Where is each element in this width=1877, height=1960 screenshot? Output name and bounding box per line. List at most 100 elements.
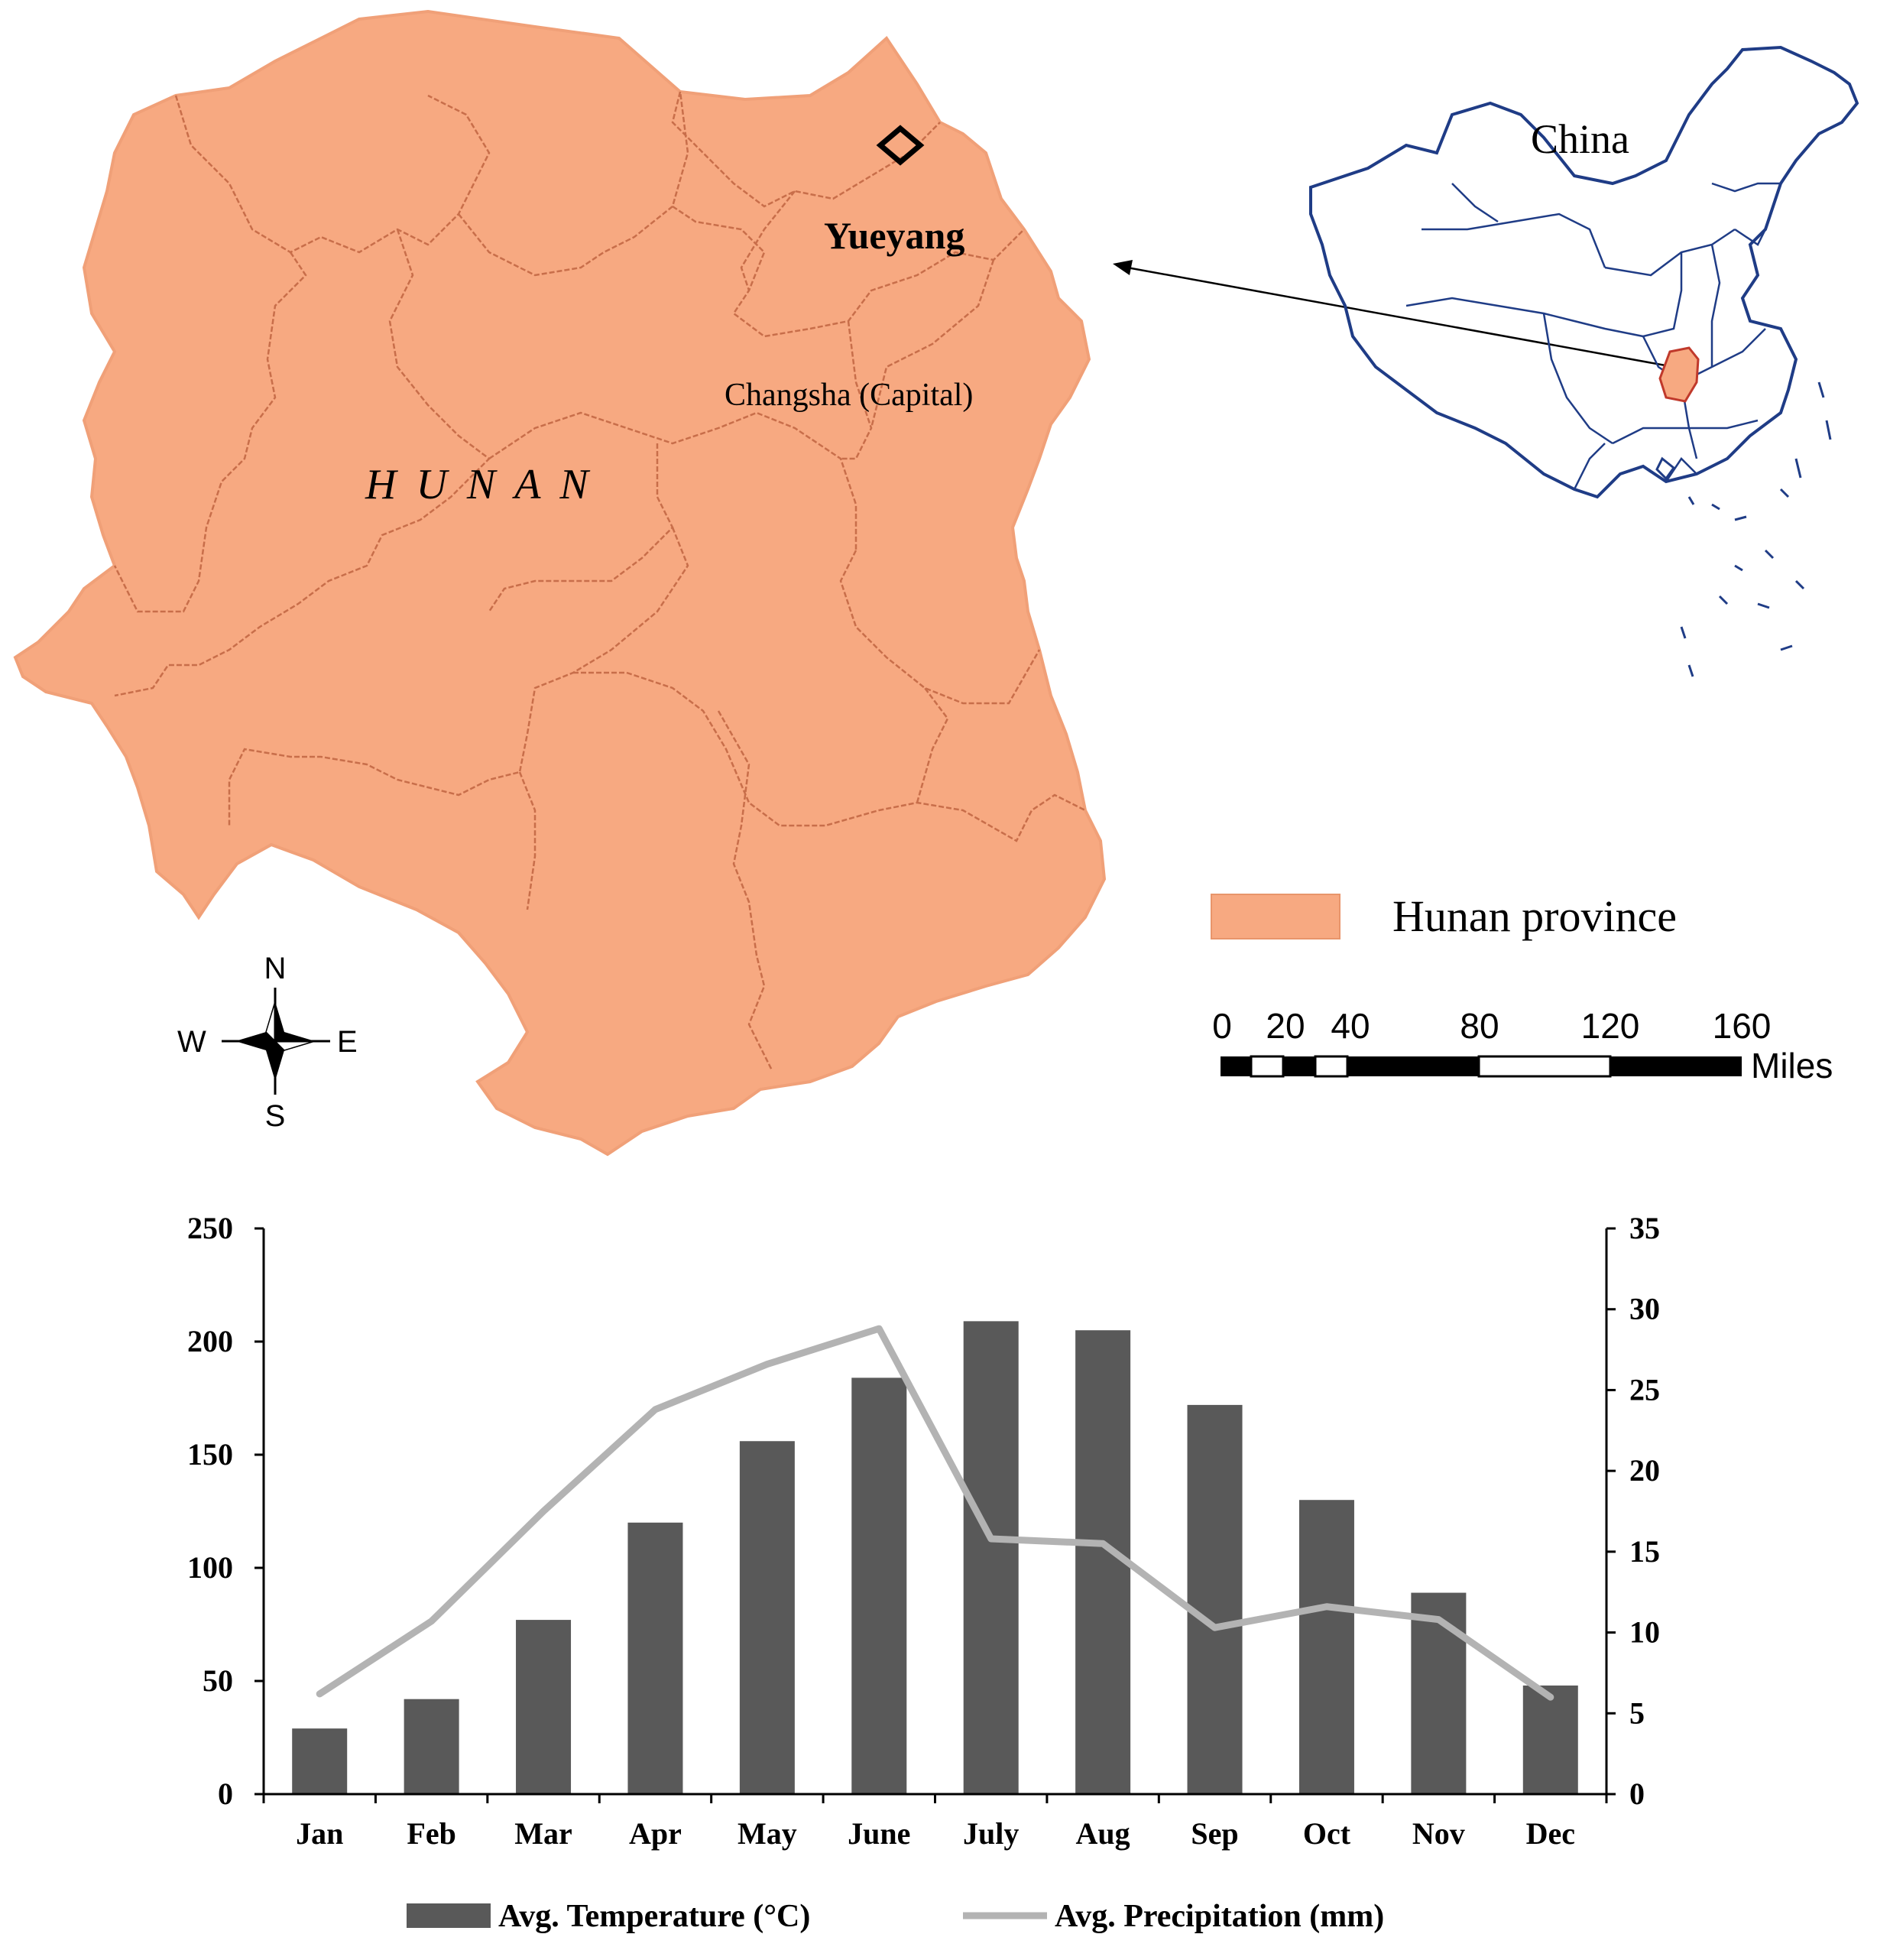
x-tick-label-july: July [963, 1816, 1019, 1851]
temperature-bar-feb [404, 1699, 459, 1794]
x-tick-label-june: June [848, 1816, 910, 1851]
x-tick-label-may: May [738, 1816, 797, 1851]
right-tick-label: 15 [1629, 1534, 1660, 1569]
locator-arrow [1113, 260, 1674, 368]
right-tick-label: 0 [1629, 1777, 1645, 1811]
left-tick-label: 250 [187, 1211, 233, 1245]
scale-tick-0: 0 [1212, 1006, 1232, 1046]
province-border [1612, 419, 1759, 445]
compass-east: E [337, 1025, 358, 1059]
temperature-bar-mar [516, 1620, 572, 1794]
prefecture-border [174, 94, 491, 254]
province-border [1665, 457, 1697, 482]
x-tick-label-aug: Aug [1076, 1816, 1130, 1851]
prefecture-border [518, 771, 537, 910]
map-legend: Hunan province [1211, 891, 1677, 941]
chart-line-layer [316, 1325, 1554, 1701]
hunan-map: Yueyang Changsha (Capital) H U N A N [13, 9, 1107, 1157]
legend-swatch-hunan [1211, 894, 1340, 939]
temperature-bar-dec [1522, 1685, 1578, 1794]
prefecture-border [228, 527, 689, 826]
hunan-label: H U N A N [365, 461, 593, 508]
climate-chart: 0 50 100 150 200 250 0 5 10 15 20 25 30 35 Jan Feb Mar Ap… [187, 1211, 1660, 1934]
province-border [1422, 213, 1606, 268]
left-tick-label: 200 [187, 1324, 233, 1358]
scale-unit: Miles [1751, 1046, 1833, 1085]
left-tick-label: 150 [187, 1437, 233, 1472]
legend-swatch-temperature [407, 1903, 491, 1928]
left-tick-label: 0 [218, 1777, 233, 1811]
temperature-bar-july [963, 1321, 1019, 1794]
prefecture-border [488, 443, 674, 612]
prefecture-border [113, 251, 307, 613]
prefecture-border [573, 671, 1086, 842]
right-tick-label: 10 [1629, 1615, 1660, 1650]
temperature-bar-apr [627, 1522, 683, 1794]
x-tick-label-nov: Nov [1412, 1816, 1465, 1851]
china-provinces [1405, 182, 1781, 490]
right-tick-label: 20 [1629, 1453, 1660, 1488]
province-border [1405, 297, 1644, 338]
prefecture-border [114, 229, 491, 697]
prefecture-border [916, 687, 949, 803]
temperature-bar-sep [1187, 1404, 1243, 1794]
south-china-sea-islands [1655, 381, 1832, 677]
province-border [1711, 182, 1781, 193]
compass-south: S [265, 1099, 286, 1133]
changsha-label: Changsha (Capital) [725, 378, 973, 413]
prefecture-border [488, 411, 857, 550]
scale-tick-40: 40 [1331, 1006, 1370, 1046]
hunan-highlight [1658, 346, 1700, 403]
legend-label-hunan: Hunan province [1392, 891, 1677, 941]
right-tick-label: 5 [1629, 1696, 1645, 1730]
compass-west: W [177, 1025, 206, 1059]
left-tick-label: 100 [187, 1550, 233, 1585]
scale-tick-80: 80 [1460, 1006, 1499, 1046]
right-tick-label: 35 [1629, 1211, 1660, 1245]
chart-axes [254, 1227, 1616, 1803]
temperature-bar-nov [1411, 1592, 1467, 1794]
province-border [1734, 228, 1767, 246]
legend-label-temperature: Avg. Temperature (°C) [498, 1899, 810, 1934]
x-tick-label-apr: Apr [629, 1816, 682, 1851]
temperature-bar-june [851, 1378, 907, 1794]
province-border [1710, 244, 1721, 367]
hunan-province-shape [13, 9, 1107, 1157]
temperature-bar-oct [1298, 1500, 1354, 1794]
prefecture-borders [113, 91, 1086, 1071]
x-tick-label-oct: Oct [1303, 1816, 1351, 1851]
province-border [1451, 183, 1499, 223]
prefecture-border [740, 190, 796, 291]
temperature-bar-jan [292, 1728, 348, 1794]
china-inset-map: China [1309, 45, 1859, 677]
prefecture-border [839, 550, 1041, 705]
scale-tick-160: 160 [1713, 1006, 1772, 1046]
prefecture-border [717, 710, 773, 1071]
china-outline [1309, 45, 1859, 499]
prefecture-border [458, 91, 689, 277]
yueyang-marker-icon [876, 125, 925, 166]
x-tick-label-feb: Feb [407, 1816, 455, 1851]
scale-tick-120: 120 [1581, 1006, 1640, 1046]
right-tick-label: 25 [1629, 1372, 1660, 1407]
scale-tick-20: 20 [1266, 1006, 1305, 1046]
prefecture-border [671, 91, 941, 208]
legend-label-precipitation: Avg. Precipitation (mm) [1055, 1899, 1384, 1934]
x-tick-label-jan: Jan [296, 1816, 343, 1851]
prefecture-border [672, 205, 1025, 338]
yueyang-label: Yueyang [824, 214, 964, 257]
province-border [1573, 443, 1606, 490]
scale-bar: 0 20 40 80 120 160 Miles [1212, 1006, 1833, 1085]
province-border [1604, 228, 1736, 277]
left-tick-label: 50 [203, 1663, 233, 1698]
precipitation-line [316, 1325, 1554, 1701]
x-tick-label-sep: Sep [1191, 1816, 1238, 1851]
chart-bars [292, 1321, 1578, 1794]
province-border [1542, 313, 1613, 445]
compass-rose: N S E W [177, 952, 358, 1133]
prefecture-border [870, 259, 995, 429]
china-label: China [1531, 116, 1629, 162]
compass-north: N [264, 952, 287, 985]
chart-legend: Avg. Temperature (°C) Avg. Precipitation … [407, 1899, 1384, 1934]
